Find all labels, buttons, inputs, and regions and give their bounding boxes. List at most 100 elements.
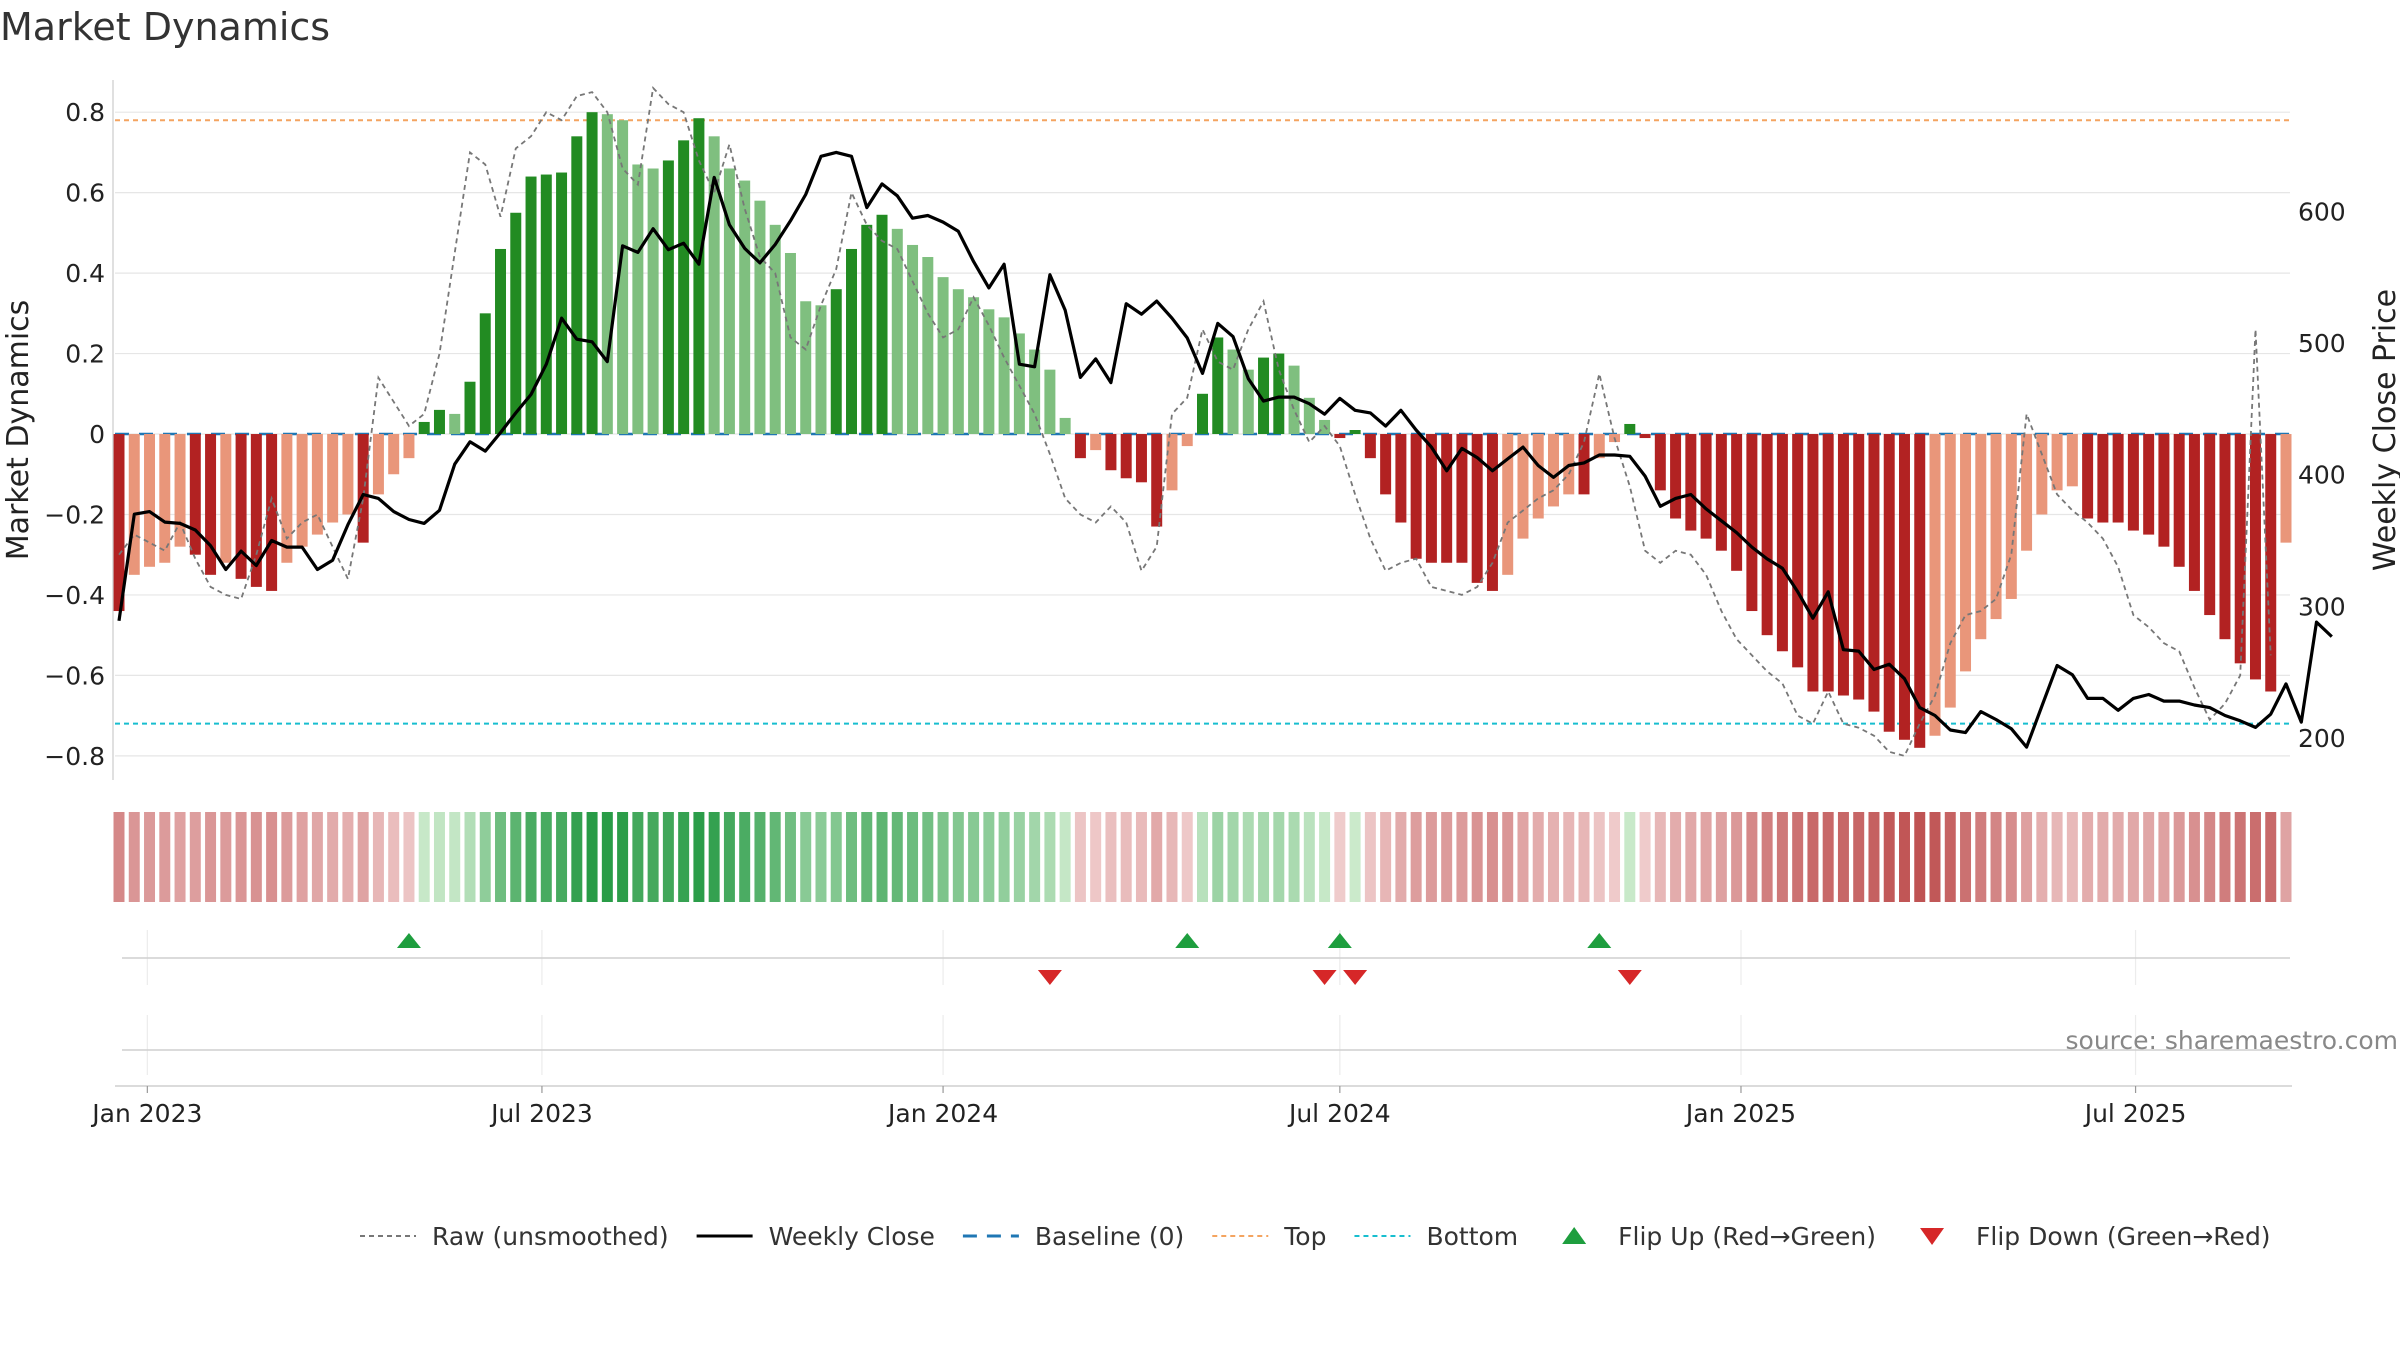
dynamics-bar [1624,423,1636,435]
heat-cell [907,812,919,902]
dynamics-bar [128,434,140,575]
y-axis-label: Market Dynamics [1,300,36,561]
heat-cell [1227,812,1239,902]
dynamics-bar [846,248,858,435]
dynamics-bar [1441,434,1453,563]
dynamics-bar [1166,434,1178,491]
heat-cell [2280,812,2292,902]
heat-cell [1288,812,1300,902]
heat-cell [2082,812,2094,902]
heat-cell [1273,812,1285,902]
heat-cell [540,812,552,902]
legend-item-close: Weekly Close [696,1222,935,1251]
heat-cell [1975,812,1987,902]
dynamics-bar [250,434,262,587]
dynamics-bar [617,120,629,435]
heat-cell [1151,812,1163,902]
dynamics-bar [2036,434,2048,515]
dynamics-bar [2265,434,2277,692]
dynamics-bars [113,112,2292,748]
heat-cell [1471,812,1483,902]
dynamics-bar [510,212,522,435]
heat-cell [296,812,308,902]
dynamics-bar [1792,434,1804,668]
heat-cell [1441,812,1453,902]
heat-cell [479,812,491,902]
heat-cell [1242,812,1254,902]
dynamics-bar [1258,357,1270,435]
heat-cell [922,812,934,902]
dynamics-bar [601,114,613,435]
dynamics-bar [662,160,674,435]
heat-cell [342,812,354,902]
dynamics-bar [769,224,781,435]
heat-cell [815,812,827,902]
heat-cell [1212,812,1224,902]
heat-cell [1700,812,1712,902]
heat-cell [1883,812,1895,902]
dynamics-bar [220,434,232,563]
heat-cell [357,812,369,902]
heat-cell [1853,812,1865,902]
y-tick-label: −0.2 [44,500,105,529]
heat-cell [891,812,903,902]
dynamics-bar [891,228,903,435]
dynamics-bar [1029,349,1041,435]
dynamics-bar [1486,434,1498,591]
dynamics-bar [159,434,171,563]
y2-tick-label: 600 [2298,198,2346,227]
legend-swatch [1562,1227,1587,1244]
dynamics-bar [189,434,201,555]
legend-swatch [1920,1228,1945,1245]
heat-cell [1013,812,1025,902]
y-tick-label: 0.8 [65,98,105,127]
heat-cell [1898,812,1910,902]
dynamics-bar [1532,434,1544,519]
dynamics-bar [1456,434,1468,563]
heat-cell [2036,812,2048,902]
flip-markers-panel [122,933,2290,1051]
dynamics-bar [632,164,644,435]
legend-label: Flip Down (Green→Red) [1976,1222,2271,1251]
dynamics-bar [464,381,476,435]
heat-cell [403,812,415,902]
heat-cell [784,812,796,902]
legend-label: Baseline (0) [1035,1222,1184,1251]
heat-cell [617,812,629,902]
heat-cell [983,812,995,902]
dynamics-bar [1654,434,1666,491]
heat-cell [433,812,445,902]
dynamics-bar [266,434,278,591]
heat-cell [1593,812,1605,902]
dynamics-bar [2127,434,2139,531]
dynamics-bar [1471,434,1483,583]
heat-cell [754,812,766,902]
legend-item-flip_up: Flip Up (Red→Green) [1562,1222,1876,1251]
legend-label: Flip Up (Red→Green) [1618,1222,1876,1251]
dynamics-bar [403,434,415,459]
y-tick-label: 0 [89,420,105,449]
dynamics-bar [1349,430,1361,435]
flip-up-marker [396,933,421,948]
flip-up-marker [1175,933,1200,948]
heat-cell [1624,812,1636,902]
heat-cell [1822,812,1834,902]
raw-line [118,86,2272,757]
heat-cell [662,812,674,902]
heat-cell [1120,812,1132,902]
heat-cell [1380,812,1392,902]
heat-cell [159,812,171,902]
heat-cell [189,812,201,902]
x-tick-label: Jan 2025 [1684,1099,1796,1128]
dynamics-bar [830,289,842,435]
heat-cell [1456,812,1468,902]
heat-cell [449,812,461,902]
heat-cell [1425,812,1437,902]
dynamics-bar [907,244,919,435]
heat-cell [2173,812,2185,902]
heat-cell [998,812,1010,902]
y2-tick-label: 500 [2298,329,2346,358]
dynamics-bar [1898,434,1910,740]
heat-cell [1868,812,1880,902]
dynamics-bar [1639,434,1651,439]
